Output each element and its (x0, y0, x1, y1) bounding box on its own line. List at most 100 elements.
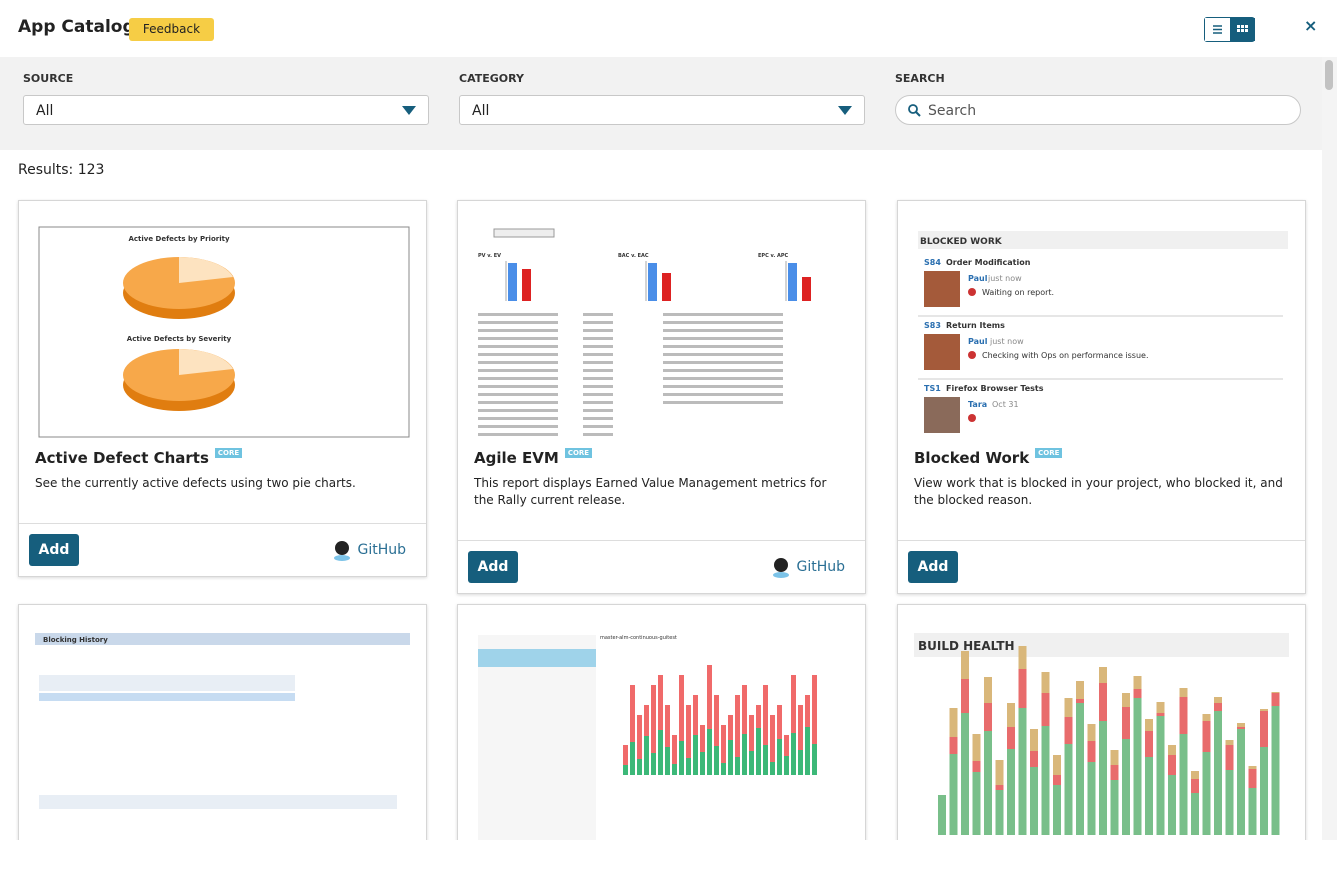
bar-green (1145, 757, 1153, 835)
text-line (583, 409, 613, 412)
app-preview: PV v. EV BAC v. EAC EPC v. APC (478, 228, 811, 436)
bar-green (1087, 762, 1096, 835)
scroll-thumb[interactable] (1325, 60, 1333, 90)
bar-pass (658, 730, 663, 775)
bar-fail (700, 725, 705, 752)
bar-red (1237, 727, 1245, 729)
caret (402, 106, 416, 115)
preview-text: master-alm-continuous-guitest (600, 635, 677, 641)
bar-pass (686, 758, 691, 775)
category-dropdown[interactable]: All (459, 95, 865, 125)
add-button[interactable]: Add (29, 534, 79, 566)
bar-red (1260, 711, 1268, 747)
search-icon (908, 104, 921, 117)
bar-green (1191, 793, 1199, 835)
preview-text: just now (987, 274, 1022, 283)
filter-label: SEARCH (895, 72, 945, 85)
bar-green (972, 772, 981, 835)
text-line (478, 369, 558, 372)
bar-tan (1007, 703, 1015, 727)
text-line (583, 401, 613, 404)
bar-fail (686, 705, 691, 758)
list-view-button[interactable] (1205, 18, 1230, 41)
preview-text: BAC v. EAC (618, 253, 649, 259)
bar-fail (763, 685, 768, 745)
title: App Catalog (18, 17, 135, 37)
bar-red (1168, 755, 1176, 775)
bar-fail (658, 675, 663, 730)
text-line (478, 345, 558, 348)
preview-text: Paul (968, 274, 988, 283)
preview-text: Blocking History (43, 636, 108, 644)
bar-green (1202, 752, 1211, 835)
bar-pass (700, 752, 705, 775)
bar-tan (1053, 755, 1061, 775)
bar-fail (714, 695, 719, 746)
table-head (39, 795, 397, 809)
table-head (39, 675, 295, 691)
side-selected (478, 649, 596, 667)
bar-red (1271, 693, 1280, 706)
bar-red (1076, 699, 1084, 703)
github-link[interactable]: GitHub (331, 539, 406, 561)
card-footer-divider (458, 540, 865, 541)
bar-tan (995, 760, 1004, 785)
bar-fail (630, 685, 635, 742)
bar-pass (714, 746, 719, 775)
app-card: PV v. EV BAC v. EAC EPC v. APC Agile EVM COR… (457, 200, 866, 594)
bar-green (1156, 716, 1165, 835)
text-line (478, 393, 558, 396)
bar-red (1225, 745, 1234, 770)
preview-text: Order Modification (946, 258, 1031, 267)
text-line (478, 385, 558, 388)
bar-fail (693, 695, 698, 735)
bar-red (1191, 779, 1199, 793)
source-dropdown[interactable]: All (23, 95, 429, 125)
bar-green (1018, 708, 1027, 835)
search-input[interactable]: Search (895, 95, 1301, 125)
bar-red (1214, 703, 1222, 711)
bar-red (1145, 731, 1153, 757)
bar-pass (665, 747, 670, 775)
preview-text: PV v. EV (478, 253, 501, 259)
bar-pass (630, 742, 635, 775)
feedback-button[interactable]: Feedback (129, 18, 214, 41)
grid-view-button[interactable] (1230, 18, 1255, 41)
bar-pass (749, 751, 754, 775)
text-line (478, 425, 558, 428)
close-button[interactable]: × (1304, 16, 1318, 35)
text-line (583, 369, 613, 372)
bar-tan (1110, 750, 1119, 765)
bar-red (1099, 683, 1107, 721)
app-card: master-alm-continuous-guitest (457, 604, 866, 840)
text-line (478, 361, 558, 364)
blocked-icon (968, 351, 976, 359)
text-line (583, 417, 613, 420)
add-button[interactable]: Add (468, 551, 518, 583)
bar-red (1122, 707, 1130, 739)
preview-text: just now (989, 337, 1024, 346)
text-line (478, 417, 558, 420)
text-line (583, 329, 613, 332)
bar-red (1110, 765, 1119, 780)
text-line (663, 313, 783, 316)
bar-fail (637, 715, 642, 759)
bar-green (1110, 780, 1119, 835)
mini-bar (522, 269, 531, 301)
preview-text: S84 (924, 258, 941, 267)
text-line (478, 433, 558, 436)
bar-red (1030, 751, 1038, 767)
bar-green (1076, 703, 1084, 835)
preview-text: Active Defects by Priority (128, 235, 230, 243)
list-icon (1213, 25, 1222, 34)
add-button[interactable]: Add (908, 551, 958, 583)
preview-text: BUILD HEALTH (918, 639, 1015, 653)
filter-label: CATEGORY (459, 72, 524, 85)
github-link[interactable]: GitHub (770, 556, 845, 578)
text-line (583, 393, 613, 396)
bar-pass (693, 735, 698, 775)
text-line (663, 329, 783, 332)
bar-red (1053, 775, 1061, 785)
bar-tan (984, 677, 992, 703)
